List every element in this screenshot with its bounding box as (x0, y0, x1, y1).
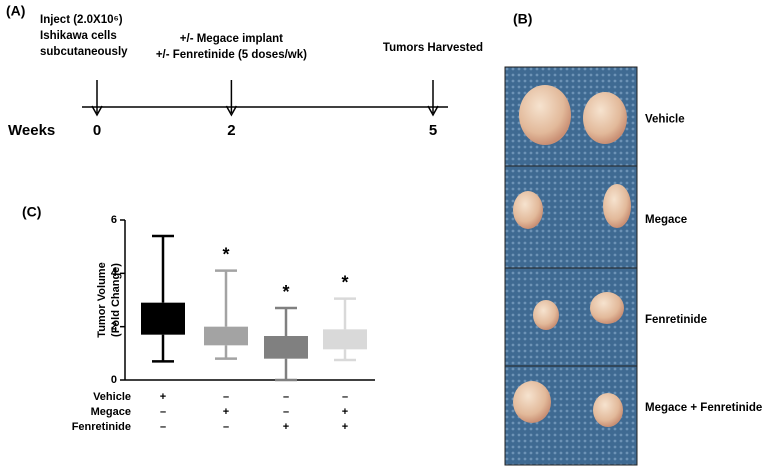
photo-label: Fenretinide (645, 314, 707, 326)
treatment-mark: – (283, 391, 289, 403)
box (264, 336, 308, 359)
arrow-head (91, 105, 103, 117)
treatment-mark: + (342, 406, 348, 418)
y-axis-label: Tumor Volume (96, 262, 108, 337)
photo-label: Megace + Fenretinide (645, 402, 762, 414)
tumor (533, 300, 559, 330)
tumor (593, 393, 623, 427)
panel-label: (A) (6, 3, 25, 19)
box (141, 302, 185, 335)
week-number: 5 (429, 122, 437, 139)
box (323, 329, 367, 350)
week-number: 2 (227, 122, 235, 139)
box (204, 326, 248, 346)
tumor (590, 292, 624, 324)
treatment-label: Fenretinide (72, 421, 131, 433)
event-text: Ishikawa cells (40, 30, 117, 42)
y-tick-label: 2 (111, 321, 117, 333)
treatment-mark: + (160, 391, 166, 403)
tumor (513, 381, 551, 423)
tumor (513, 191, 543, 229)
treatment-mark: + (223, 406, 229, 418)
treatment-mark: – (160, 421, 166, 433)
panel-label: (B) (513, 11, 532, 27)
treatment-label: Megace (91, 406, 131, 418)
treatment-mark: – (223, 391, 229, 403)
significance-mark: * (282, 282, 289, 302)
treatment-mark: – (223, 421, 229, 433)
y-axis-label: (Fold Change) (110, 263, 122, 337)
photo-label: Megace (645, 214, 687, 226)
significance-mark: * (341, 272, 348, 292)
event-text: +/- Megace implant (180, 33, 283, 45)
treatment-mark: – (283, 406, 289, 418)
significance-mark: * (222, 244, 229, 264)
tumor (583, 92, 627, 144)
treatment-mark: – (160, 406, 166, 418)
y-tick-label: 4 (111, 267, 118, 279)
event-text: +/- Fenretinide (5 doses/wk) (156, 49, 307, 61)
photo-label: Vehicle (645, 114, 685, 126)
arrow-head (427, 105, 439, 117)
treatment-label: Vehicle (93, 391, 131, 403)
treatment-mark: + (342, 421, 348, 433)
treatment-mark: – (342, 391, 348, 403)
treatment-mark: + (283, 421, 289, 433)
y-tick-label: 0 (111, 374, 117, 386)
event-text: Inject (2.0X10⁶) (40, 14, 123, 26)
weeks-label: Weeks (8, 122, 55, 139)
arrow-head (225, 105, 238, 117)
tumor (603, 184, 631, 228)
week-number: 0 (93, 122, 101, 139)
tumor (519, 85, 571, 145)
panel-label: (C) (22, 204, 41, 220)
event-text: Tumors Harvested (383, 42, 483, 54)
y-tick-label: 6 (111, 214, 117, 226)
event-text: subcutaneously (40, 46, 128, 58)
